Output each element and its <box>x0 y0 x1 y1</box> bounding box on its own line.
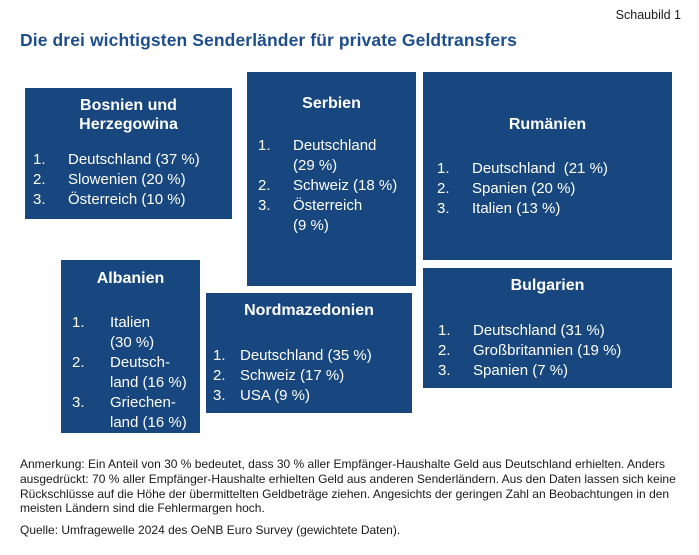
sender-country: Spanien (20 %) <box>472 180 576 197</box>
sender-country: Schweiz (18 %) <box>293 177 398 194</box>
country-box-bosnien-und-herzegowina: Bosnien und Herzegowina 1. Deutschland (… <box>25 88 232 219</box>
rank-item: 3. USA (9 %) <box>213 386 412 406</box>
sender-country: Schweiz (17 %) <box>240 367 345 384</box>
rank-item: 2. Slowenien (20 %) <box>33 170 232 190</box>
rank-number: 2. <box>438 342 451 359</box>
rank-item: 1. Deutschland (37 %) <box>33 150 232 170</box>
country-box-serbien: Serbien 1. Deutschland (29 %) 2. Schweiz… <box>247 72 416 286</box>
sender-country: Griechen- land (16 %) <box>110 394 187 431</box>
rank-number: 1. <box>72 314 85 331</box>
box-title: Rumänien <box>508 116 587 133</box>
rank-item: 2. Schweiz (17 %) <box>213 366 412 386</box>
sender-country: Spanien (7 %) <box>473 362 569 379</box>
rank-number: 3. <box>438 362 451 379</box>
page-title: Die drei wichtigsten Senderländer für pr… <box>20 30 518 50</box>
sender-country: Deutschland (35 %) <box>240 347 372 364</box>
rank-list: 1. Deutschland (21 %) 2. Spanien (20 %) … <box>423 159 672 219</box>
sender-country: Deutschland (37 %) <box>68 151 200 168</box>
rank-item: 1. Deutschland (35 %) <box>213 346 412 366</box>
rank-number: 2. <box>213 367 226 384</box>
rank-number: 1. <box>437 160 450 177</box>
sender-country: Österreich (10 %) <box>68 191 186 208</box>
rank-item: 3. Griechen- land (16 %) <box>72 393 200 433</box>
sender-country: Deutschland (31 %) <box>473 322 605 339</box>
country-box-rumaenien: Rumänien 1. Deutschland (21 %) 2. Spanie… <box>423 72 672 260</box>
rank-number: 1. <box>213 347 226 364</box>
sender-country: USA (9 %) <box>240 387 311 404</box>
sender-country: Deutschland (29 %) <box>293 137 377 174</box>
rank-item: 2. Schweiz (18 %) <box>258 176 416 196</box>
rank-item: 3. Italien (13 %) <box>437 199 672 219</box>
figure-source: Quelle: Umfragewelle 2024 des OeNB Euro … <box>20 523 401 538</box>
rank-number: 3. <box>437 200 450 217</box>
sender-country: Großbritannien (19 %) <box>473 342 622 359</box>
rank-item: 1. Deutschland (31 %) <box>438 321 672 341</box>
rank-list: 1. Deutschland (31 %) 2. Großbritannien … <box>423 321 672 381</box>
country-box-bulgarien: Bulgarien 1. Deutschland (31 %) 2. Großb… <box>423 268 672 388</box>
rank-number: 1. <box>258 137 271 154</box>
figure-note: Anmerkung: Ein Anteil von 30 % bedeutet,… <box>20 457 676 516</box>
box-title: Nordmazedonien <box>244 302 374 319</box>
figure-label: Schaubild 1 <box>615 8 681 22</box>
rank-number: 3. <box>33 191 46 208</box>
rank-number: 2. <box>33 171 46 188</box>
sender-country: Deutsch- land (16 %) <box>110 354 187 391</box>
rank-item: 3. Österreich (10 %) <box>33 190 232 210</box>
sender-country: Slowenien (20 %) <box>68 171 186 188</box>
rank-item: 2. Großbritannien (19 %) <box>438 341 672 361</box>
rank-number: 3. <box>213 387 226 404</box>
sender-country: Italien (30 %) <box>110 314 155 351</box>
rank-list: 1. Deutschland (37 %) 2. Slowenien (20 %… <box>25 150 232 210</box>
country-box-nordmazedonien: Nordmazedonien 1. Deutschland (35 %) 2. … <box>206 293 412 413</box>
rank-number: 3. <box>72 394 85 411</box>
box-title: Bulgarien <box>510 277 585 294</box>
box-title: Serbien <box>302 95 361 112</box>
rank-item: 2. Deutsch- land (16 %) <box>72 353 200 393</box>
rank-item: 2. Spanien (20 %) <box>437 179 672 199</box>
rank-number: 3. <box>258 197 271 214</box>
country-box-albanien: Albanien 1. Italien (30 %) 2. Deutsch- l… <box>61 260 200 433</box>
rank-number: 2. <box>72 354 85 371</box>
rank-list: 1. Deutschland (29 %) 2. Schweiz (18 %) … <box>247 136 416 236</box>
sender-country: Deutschland (21 %) <box>472 160 608 177</box>
sender-country: Italien (13 %) <box>472 200 561 217</box>
rank-item: 3. Spanien (7 %) <box>438 361 672 381</box>
box-title: Bosnien und Herzegowina <box>79 97 178 133</box>
rank-number: 2. <box>258 177 271 194</box>
rank-item: 1. Deutschland (29 %) <box>258 136 416 176</box>
rank-number: 2. <box>437 180 450 197</box>
rank-list: 1. Italien (30 %) 2. Deutsch- land (16 %… <box>61 313 200 433</box>
rank-item: 3. Österreich (9 %) <box>258 196 416 236</box>
footer-notes: Anmerkung: Ein Anteil von 30 % bedeutet,… <box>20 457 688 538</box>
box-title: Albanien <box>96 270 165 287</box>
rank-number: 1. <box>438 322 451 339</box>
sender-country: Österreich (9 %) <box>293 197 363 234</box>
rank-item: 1. Deutschland (21 %) <box>437 159 672 179</box>
rank-list: 1. Deutschland (35 %) 2. Schweiz (17 %) … <box>206 346 412 406</box>
rank-number: 1. <box>33 151 46 168</box>
rank-item: 1. Italien (30 %) <box>72 313 200 353</box>
